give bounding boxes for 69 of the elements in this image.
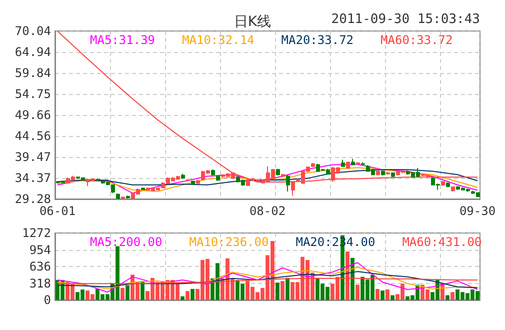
candlestick [186, 178, 190, 182]
line-series [57, 271, 478, 288]
candlestick [121, 196, 125, 200]
bar [446, 295, 450, 300]
bar [126, 285, 130, 300]
candlestick [196, 179, 200, 184]
chart-title: 日K线 [234, 14, 272, 30]
text: MA5:200.00 [90, 235, 162, 249]
bar [386, 289, 390, 300]
text: MA10:236.00 [189, 235, 269, 249]
line-series [57, 266, 478, 290]
x-tick-label: 09-30 [459, 204, 496, 218]
candlestick [441, 180, 445, 186]
line-series [57, 169, 478, 186]
y-tick-label: 54.75 [14, 87, 51, 102]
text: MA10:32.14 [182, 33, 254, 47]
y-tick-label: 39.47 [14, 150, 51, 164]
candlestick [351, 158, 355, 166]
candlestick [341, 159, 345, 168]
text: 2011-09-30 15:03:43 [331, 12, 480, 27]
bar [120, 288, 124, 300]
candlestick [211, 169, 215, 176]
line-series [57, 262, 478, 293]
y-tick-label: 34.37 [14, 171, 51, 186]
candlestick [356, 162, 360, 165]
candlestick [276, 168, 280, 176]
x-tick-label: 08-02 [249, 204, 286, 218]
bar [450, 292, 454, 300]
bar [356, 284, 360, 300]
y-tick-label: 0 [44, 293, 51, 307]
candlestick [216, 174, 220, 182]
candlestick [116, 193, 120, 200]
text: MA60:33.72 [380, 33, 453, 47]
bar [180, 296, 184, 300]
y-tick-label: 44.56 [14, 129, 51, 144]
candlestick [451, 186, 455, 192]
y-tick-label: 29.28 [14, 192, 51, 206]
y-tick-label: 954 [29, 242, 51, 257]
candlestick [191, 180, 195, 185]
text: MA20:33.72 [281, 33, 354, 47]
candlestick [96, 178, 100, 181]
candlestick [391, 172, 395, 178]
bar [376, 288, 380, 300]
y-tick-label: 49.66 [14, 108, 51, 122]
candlestick [386, 172, 390, 176]
y-tick-label: 1272 [22, 226, 51, 240]
x-tick-label: 06-01 [39, 204, 76, 218]
candlestick [141, 187, 145, 190]
y-tick-label: 318 [29, 276, 51, 290]
bar [286, 278, 290, 300]
y-tick-label: 64.94 [14, 45, 51, 60]
candlestick [361, 162, 365, 166]
bar [186, 291, 190, 300]
bar [190, 288, 194, 300]
bar [390, 295, 394, 300]
y-tick-label: 636 [29, 260, 51, 274]
text: MA5:31.39 [90, 33, 156, 47]
candlestick [381, 170, 385, 176]
candlestick [281, 174, 285, 178]
candlestick [126, 195, 130, 200]
bar [276, 282, 280, 300]
candlestick [376, 170, 380, 176]
candlestick [346, 161, 350, 170]
candlestick [181, 173, 185, 180]
y-tick-label: 59.84 [14, 66, 51, 80]
y-tick-label: 70.04 [14, 24, 51, 38]
bar [380, 290, 384, 300]
candlestick [446, 182, 450, 188]
candlestick [286, 174, 290, 192]
